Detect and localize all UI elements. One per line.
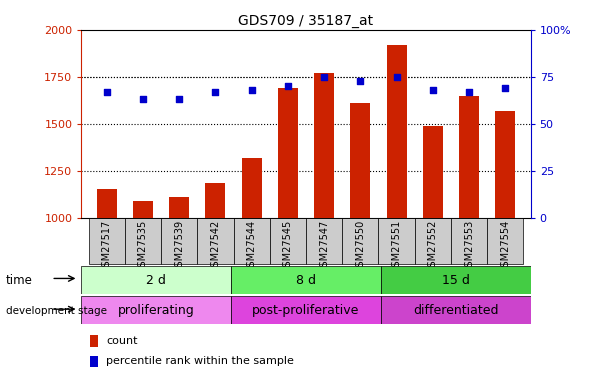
Bar	[381, 266, 531, 294]
Text: development stage: development stage	[6, 306, 107, 315]
Bar	[381, 296, 531, 324]
Point	[320, 74, 329, 80]
Bar	[270, 217, 306, 264]
Bar	[278, 88, 298, 218]
Point	[102, 89, 112, 95]
Text: GSM27542: GSM27542	[210, 220, 221, 273]
Text: GSM27552: GSM27552	[428, 220, 438, 273]
Bar	[169, 197, 189, 217]
Bar	[231, 266, 381, 294]
Point	[247, 87, 256, 93]
Point	[356, 78, 365, 84]
Text: GSM27544: GSM27544	[247, 220, 257, 273]
Bar	[125, 217, 161, 264]
Bar	[89, 217, 125, 264]
Bar	[387, 45, 406, 218]
Bar	[197, 217, 233, 264]
Text: 2 d: 2 d	[147, 274, 166, 287]
Point	[210, 89, 220, 95]
Point	[464, 89, 474, 95]
Title: GDS709 / 35187_at: GDS709 / 35187_at	[238, 13, 374, 28]
Bar	[231, 296, 381, 324]
Bar	[306, 217, 343, 264]
Point	[138, 96, 148, 102]
Bar	[495, 111, 515, 218]
Bar	[350, 103, 370, 218]
Bar	[459, 96, 479, 218]
Text: GSM27550: GSM27550	[355, 220, 365, 273]
Bar	[451, 217, 487, 264]
Bar	[161, 217, 197, 264]
Bar	[314, 73, 334, 217]
Bar	[90, 356, 98, 367]
Bar	[379, 217, 415, 264]
Text: GSM27545: GSM27545	[283, 220, 293, 273]
Text: GSM27551: GSM27551	[391, 220, 402, 273]
Text: GSM27553: GSM27553	[464, 220, 474, 273]
Bar	[487, 217, 523, 264]
Point	[392, 74, 402, 80]
Bar	[97, 189, 117, 217]
Text: time: time	[6, 274, 33, 286]
Bar	[206, 183, 226, 218]
Bar	[81, 296, 231, 324]
Text: proliferating: proliferating	[118, 304, 195, 317]
Text: GSM27535: GSM27535	[138, 220, 148, 273]
Text: GSM27547: GSM27547	[319, 220, 329, 273]
Bar	[343, 217, 379, 264]
Bar	[415, 217, 451, 264]
Text: GSM27554: GSM27554	[500, 220, 510, 273]
Bar	[81, 266, 231, 294]
Text: differentiated: differentiated	[413, 304, 499, 317]
Text: post-proliferative: post-proliferative	[252, 304, 360, 317]
Point	[174, 96, 184, 102]
Text: 15 d: 15 d	[442, 274, 470, 287]
Point	[500, 85, 510, 91]
Text: GSM27517: GSM27517	[102, 220, 112, 273]
Bar	[423, 126, 443, 218]
Bar	[242, 158, 262, 218]
Point	[428, 87, 438, 93]
Point	[283, 83, 292, 89]
Bar	[133, 201, 153, 217]
Bar	[90, 335, 98, 346]
Text: GSM27539: GSM27539	[174, 220, 185, 273]
Bar	[233, 217, 270, 264]
Text: 8 d: 8 d	[296, 274, 316, 287]
Text: percentile rank within the sample: percentile rank within the sample	[106, 356, 294, 366]
Text: count: count	[106, 336, 137, 346]
